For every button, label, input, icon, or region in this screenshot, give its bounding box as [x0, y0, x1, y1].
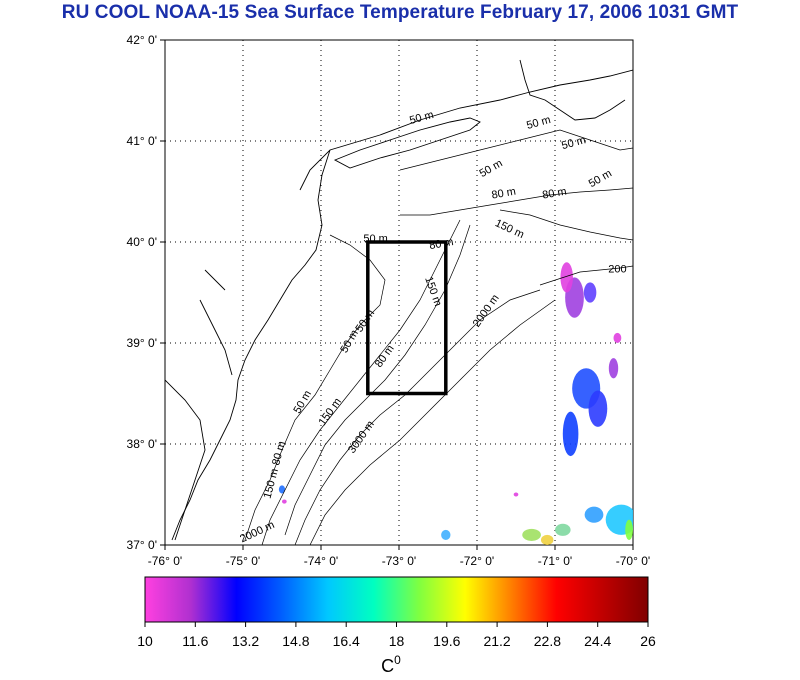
colorbar-tick-label: 26 [640, 633, 656, 649]
sst-patch [278, 485, 286, 494]
coastline [165, 59, 633, 541]
sst-patch [583, 282, 597, 303]
map-title: RU COOL NOAA-15 Sea Surface Temperature … [61, 2, 739, 23]
latitude-tick-label: 38° 0' [127, 437, 157, 451]
contour-label: 80 m [541, 186, 567, 202]
sst-patch [513, 492, 519, 497]
latitude-tick-label: 40° 0' [127, 235, 157, 249]
longitude-tick-label: -76° 0' [148, 554, 182, 568]
sst-patch [560, 262, 573, 293]
sst-patch [584, 506, 604, 523]
sst-patches [278, 262, 633, 545]
longitude-tick-label: -75° 0' [226, 554, 260, 568]
contour-label: 80 m [428, 236, 454, 252]
colorbar-tick-label: 10 [137, 633, 153, 649]
graticule-grid [165, 40, 633, 545]
contour-label: 80 m [491, 186, 517, 202]
latitude-tick-label: 42° 0' [127, 33, 157, 47]
latitude-tick-labels: 42° 0' 41° 0' 40° 0' 39° 0' 38° 0' 37° 0' [127, 33, 165, 552]
colorbar-tick-label: 14.8 [282, 633, 309, 649]
colorbar-tick-label: 22.8 [534, 633, 561, 649]
latitude-tick-label: 37° 0' [127, 538, 157, 552]
longitude-tick-label: -74° 0' [304, 554, 338, 568]
sst-patch [522, 528, 541, 541]
contour-label: 50 m [363, 233, 387, 245]
sst-patch [613, 332, 622, 344]
study-area-box [366, 240, 448, 396]
colorbar-tick-label: 11.6 [182, 633, 208, 649]
sst-patch [608, 358, 619, 379]
colorbar-tick-label: 13.2 [232, 633, 259, 649]
sst-patch [555, 523, 571, 536]
bathymetry-contours [244, 129, 633, 545]
colorbar [144, 576, 649, 623]
colorbar-tick-label: 16.4 [333, 633, 360, 649]
sst-patch [441, 529, 451, 540]
colorbar-unit: C0 [381, 653, 401, 676]
longitude-tick-labels: -76° 0' -75° 0' -74° 0' -73° 0' -72° 0' -71° … [148, 545, 650, 568]
contour-label: 200 [608, 263, 626, 275]
sst-patch [588, 390, 608, 427]
sst-patch [282, 499, 287, 504]
colorbar-unit-label: C [381, 656, 394, 676]
colorbar-tick-label: 21.2 [483, 633, 510, 649]
longitude-tick-label: -73° 0' [382, 554, 416, 568]
colorbar-tick-label: 19.6 [433, 633, 460, 649]
longitude-tick-label: -72° 0' [460, 554, 494, 568]
latitude-tick-label: 41° 0' [127, 134, 157, 148]
colorbar-unit-superscript: 0 [394, 653, 401, 667]
sst-patch [540, 534, 554, 545]
sst-patch [562, 411, 579, 457]
colorbar-tick-labels: 10 11.6 13.2 14.8 16.4 18 19.6 21.2 22.8 24.4 26 [137, 622, 656, 649]
latitude-tick-label: 39° 0' [127, 336, 157, 350]
longitude-tick-label: -71° 0' [538, 554, 572, 568]
colorbar-tick-label: 18 [389, 633, 405, 649]
sst-patch [625, 519, 633, 540]
colorbar-tick-label: 24.4 [584, 633, 611, 649]
longitude-tick-label: -70° 0' [616, 554, 650, 568]
